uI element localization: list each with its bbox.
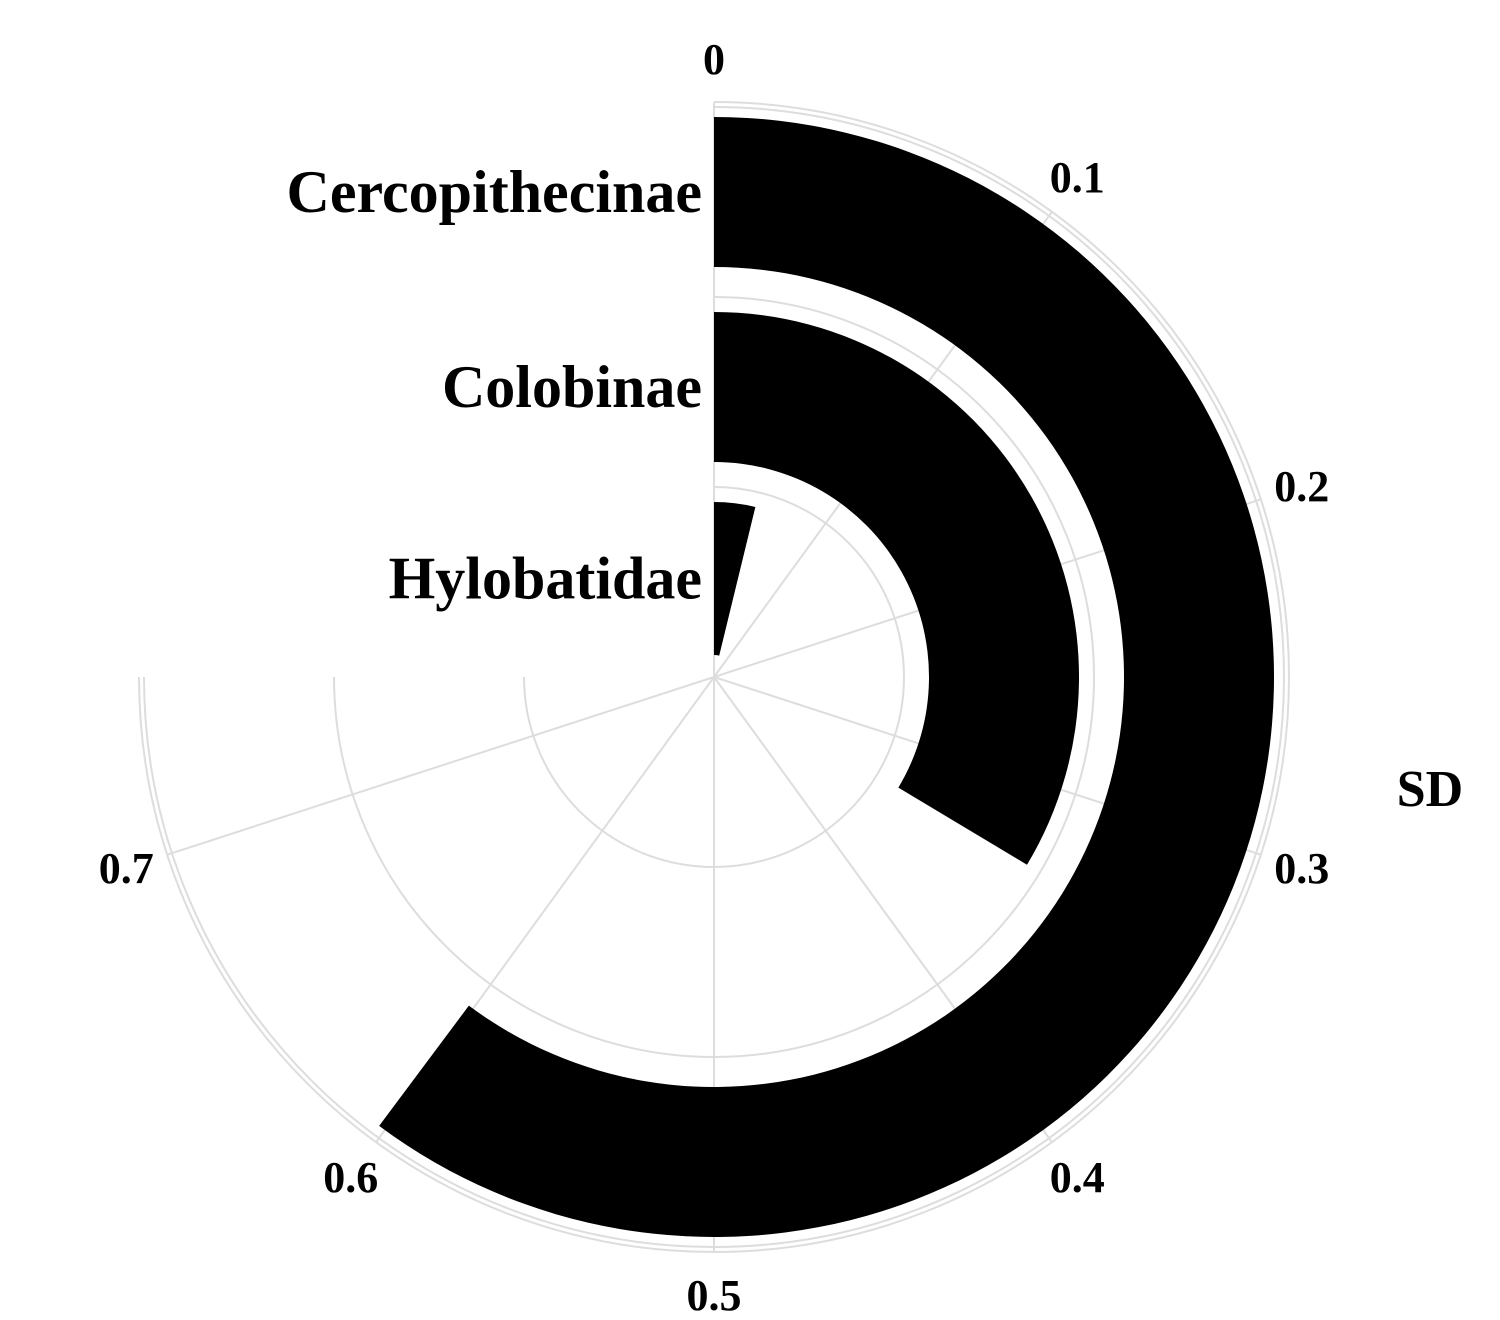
grid-spoke xyxy=(166,676,715,856)
grid-ring xyxy=(333,296,1095,1058)
category-label: Hylobatidae xyxy=(389,546,702,612)
tick-label: 0.3 xyxy=(1274,844,1329,893)
axis-label-sd: SD xyxy=(1397,761,1463,818)
tick-label: 0.7 xyxy=(99,844,154,893)
category-label: Cercopithecinae xyxy=(287,159,702,225)
grid-ring xyxy=(143,106,1285,1248)
tick-label: 0.2 xyxy=(1274,462,1329,511)
tick-label: 0.6 xyxy=(323,1153,378,1202)
grid-ring xyxy=(138,101,1290,1253)
bar-cercopithecinae xyxy=(379,117,1274,1237)
bar-colobinae xyxy=(714,312,1079,865)
grid xyxy=(138,101,1290,1253)
category-label: Colobinae xyxy=(442,354,702,420)
grid-ring xyxy=(523,486,905,868)
tick-label: 0.5 xyxy=(687,1271,742,1320)
tick-label: 0 xyxy=(703,35,725,84)
tick-label: 0.1 xyxy=(1050,153,1105,202)
bars xyxy=(379,117,1274,1237)
labels: SD 0 0.1 0.2 0.3 0.4 0.5 0.6 0.7 Cercopithecinae… xyxy=(99,35,1463,1320)
bar-hylobatidae xyxy=(714,502,756,656)
tick-label: 0.4 xyxy=(1050,1153,1105,1202)
